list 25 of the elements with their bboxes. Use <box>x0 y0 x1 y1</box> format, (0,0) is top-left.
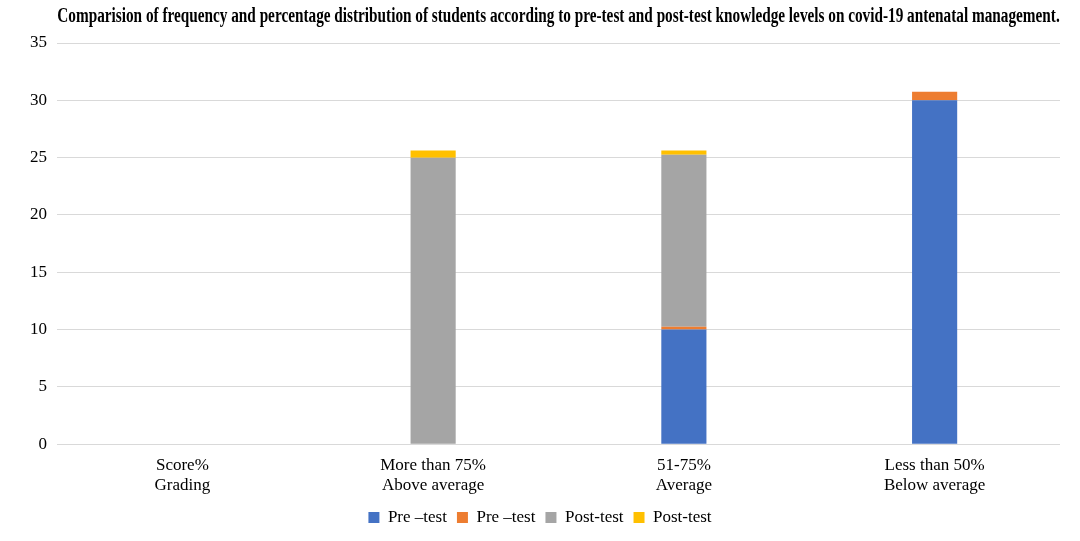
legend-label: Post-test <box>564 506 624 526</box>
bar <box>912 91 958 101</box>
x-tick-label: Score% Grading <box>154 454 211 495</box>
y-tick-label: 35 <box>30 32 47 52</box>
chart-title: Comparision of frequency and percentage distribution of students according to pre-test and post-test knowledge levels on covid-19 antenatal management. <box>57 4 1060 27</box>
bar <box>410 157 456 444</box>
bar <box>410 150 456 158</box>
y-tick-label: 30 <box>30 89 47 109</box>
x-tick-label: 51-75% Average <box>655 454 713 495</box>
legend-label: Pre –test <box>476 506 536 526</box>
bar <box>661 329 707 444</box>
y-tick-label: 25 <box>30 147 47 167</box>
legend-label: Post-test <box>653 506 712 526</box>
y-tick-label: 10 <box>30 319 47 339</box>
x-tick-label: More than 75% Above average <box>380 454 487 495</box>
y-tick-label: 15 <box>30 261 47 281</box>
bar <box>661 326 707 330</box>
bar <box>912 100 958 444</box>
x-tick-label: Less than 50% Below average <box>883 454 986 495</box>
bar <box>661 154 707 327</box>
legend-label: Pre –test <box>387 506 448 526</box>
y-tick-label: 20 <box>30 204 47 224</box>
y-tick-label: 0 <box>38 433 47 453</box>
bar <box>661 150 707 155</box>
y-tick-label: 5 <box>38 376 47 396</box>
